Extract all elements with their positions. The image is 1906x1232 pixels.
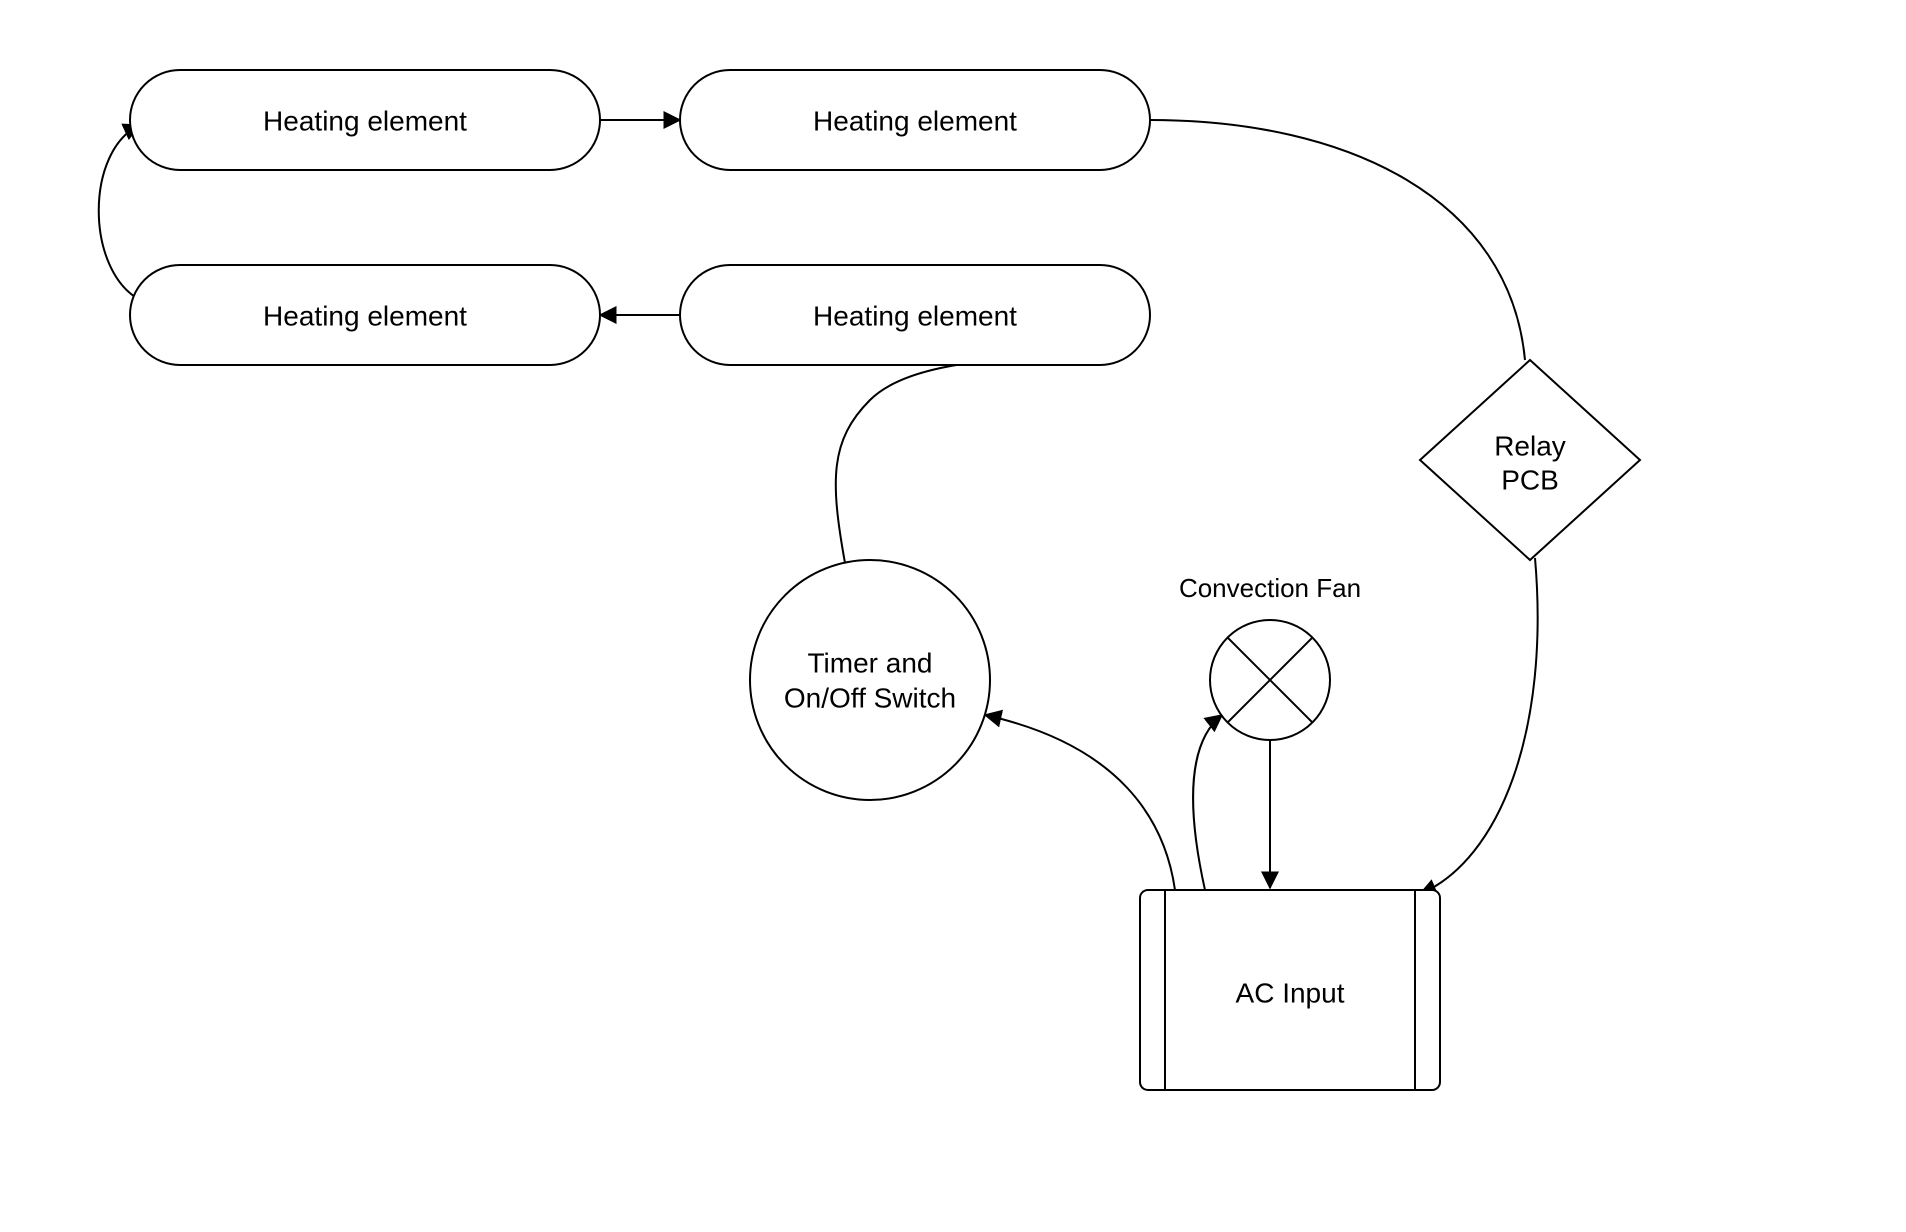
edge-relay-ac [1420, 558, 1538, 894]
node-heating-element-1: Heating element [130, 70, 600, 170]
flow-diagram: Heating element Heating element Heating … [0, 0, 1906, 1232]
node-ac-input: AC Input [1140, 890, 1440, 1090]
edge-timer-he4 [836, 355, 1050, 563]
node-timer-switch: Timer and On/Off Switch [750, 560, 990, 800]
label-relay-2: PCB [1501, 464, 1559, 495]
edge-he2-relay [1150, 120, 1525, 360]
node-heating-element-2: Heating element [680, 70, 1150, 170]
node-relay-pcb: Relay PCB [1420, 360, 1640, 560]
edge-ac-fan [1193, 715, 1222, 890]
label-heating-element-4: Heating element [813, 300, 1017, 331]
label-heating-element-3: Heating element [263, 300, 467, 331]
node-convection-fan: Convection Fan [1179, 573, 1361, 740]
node-heating-element-4: Heating element [680, 265, 1150, 365]
label-ac-input: AC Input [1236, 977, 1345, 1008]
label-relay-1: Relay [1494, 430, 1566, 461]
label-convection-fan: Convection Fan [1179, 573, 1361, 603]
edge-ac-timer [985, 715, 1175, 890]
label-timer-2: On/Off Switch [784, 682, 956, 713]
label-heating-element-1: Heating element [263, 105, 467, 136]
label-timer-1: Timer and [807, 647, 932, 678]
node-heating-element-3: Heating element [130, 265, 600, 365]
edge-he3-he1 [99, 125, 140, 300]
label-heating-element-2: Heating element [813, 105, 1017, 136]
